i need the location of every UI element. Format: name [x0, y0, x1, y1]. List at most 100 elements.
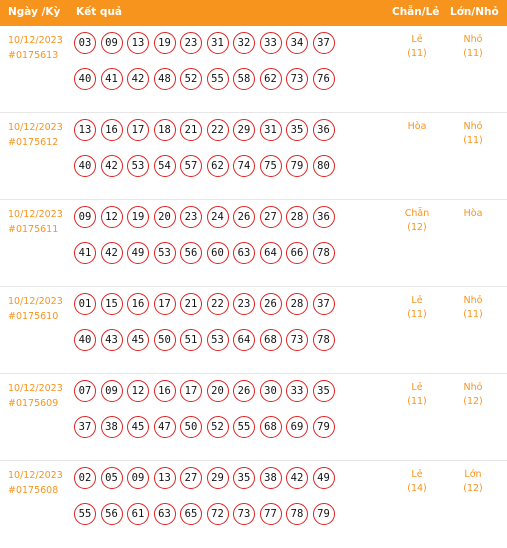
number-ball: 73: [233, 503, 255, 525]
number-ball: 54: [153, 155, 176, 177]
number-ball: 18: [153, 119, 176, 141]
number-ball: 43: [100, 329, 123, 351]
even-odd-label: Lẻ: [411, 34, 423, 45]
number-ball: 73: [286, 329, 308, 351]
number-ball: 52: [180, 68, 202, 90]
number-ball: 74: [233, 155, 255, 177]
draw-date: 10/12/2023: [8, 470, 63, 481]
number-ball: 42: [100, 242, 123, 264]
number-ball: 22: [206, 119, 229, 141]
number-ball: 16: [153, 380, 176, 402]
big-small-count: (12): [463, 483, 483, 494]
number-line: 07 09 12 16 17 20 26 30 33 35: [74, 380, 364, 402]
number-ball: 64: [259, 242, 282, 264]
even-odd-result: Lẻ (11): [392, 33, 442, 61]
number-ball: 28: [286, 206, 308, 228]
number-ball: 26: [259, 293, 282, 315]
table-row: 10/12/2023 #0175610 01 15 16 17 21 22 23 26 28 37 40…: [0, 287, 507, 374]
number-ball: 79: [312, 416, 335, 438]
draw-id: #0175609: [8, 398, 59, 409]
number-ball: 40: [74, 329, 96, 351]
even-odd-result: Lẻ (11): [392, 381, 442, 409]
number-ball: 45: [127, 329, 149, 351]
number-ball: 73: [286, 68, 308, 90]
draw-id: #0175613: [8, 50, 59, 61]
number-ball: 79: [286, 155, 308, 177]
big-small-result: Hòa: [448, 207, 498, 221]
even-odd-label: Lẻ: [411, 295, 423, 306]
big-small-count: (11): [463, 309, 483, 320]
number-ball: 53: [206, 329, 229, 351]
draw-info: 10/12/2023 #0175613: [8, 33, 63, 63]
number-ball: 23: [180, 206, 202, 228]
even-odd-count: (12): [407, 222, 427, 233]
number-ball: 41: [74, 242, 96, 264]
number-line: 01 15 16 17 21 22 23 26 28 37: [74, 293, 364, 315]
big-small-label: Nhỏ: [463, 295, 483, 306]
number-ball: 38: [259, 467, 282, 489]
number-ball: 55: [74, 503, 96, 525]
number-line: 40 41 42 48 52 55 58 62 73 76: [74, 68, 364, 90]
number-ball: 78: [312, 329, 335, 351]
number-ball: 37: [74, 416, 96, 438]
table-row: 10/12/2023 #0175611 09 12 19 20 23 24 26 27 28 36 41…: [0, 200, 507, 287]
number-ball: 13: [153, 467, 176, 489]
big-small-result: Lớn (12): [448, 468, 498, 496]
result-numbers: 09 12 19 20 23 24 26 27 28 36 41 42 49 53 56 60 63 64 66 78: [74, 206, 364, 278]
number-ball: 36: [312, 119, 335, 141]
number-ball: 24: [206, 206, 229, 228]
number-ball: 72: [206, 503, 229, 525]
draw-info: 10/12/2023 #0175609: [8, 381, 63, 411]
number-line: 02 05 09 13 27 29 35 38 42 49: [74, 467, 364, 489]
number-ball: 13: [74, 119, 96, 141]
number-ball: 37: [312, 293, 335, 315]
number-ball: 27: [180, 467, 202, 489]
number-ball: 20: [206, 380, 229, 402]
result-numbers: 13 16 17 18 21 22 29 31 35 36 40 42 53 54 57 62 74 75 79 80: [74, 119, 364, 191]
number-ball: 57: [180, 155, 202, 177]
draw-info: 10/12/2023 #0175611: [8, 207, 63, 237]
even-odd-label: Chẵn: [404, 208, 430, 219]
number-ball: 07: [74, 380, 96, 402]
number-ball: 45: [127, 416, 149, 438]
number-ball: 12: [127, 380, 149, 402]
result-numbers: 01 15 16 17 21 22 23 26 28 37 40 43 45 50 51 53 64 68 73 78: [74, 293, 364, 365]
big-small-label: Hòa: [463, 208, 483, 219]
number-ball: 56: [100, 503, 123, 525]
big-small-result: Nhỏ (11): [448, 33, 498, 61]
even-odd-label: Hòa: [407, 121, 427, 132]
number-ball: 69: [286, 416, 308, 438]
number-ball: 35: [233, 467, 255, 489]
number-ball: 33: [286, 380, 308, 402]
header-result: Kết quả: [76, 6, 123, 18]
table-row: 10/12/2023 #0175612 13 16 17 18 21 22 29 31 35 36 40…: [0, 113, 507, 200]
number-ball: 01: [74, 293, 96, 315]
even-odd-result: Chẵn (12): [392, 207, 442, 235]
number-ball: 78: [312, 242, 335, 264]
number-ball: 68: [259, 416, 282, 438]
draw-date: 10/12/2023: [8, 383, 63, 394]
number-line: 37 38 45 47 50 52 55 68 69 79: [74, 416, 364, 438]
number-ball: 48: [153, 68, 176, 90]
big-small-count: (11): [463, 135, 483, 146]
number-ball: 55: [233, 416, 255, 438]
number-line: 09 12 19 20 23 24 26 27 28 36: [74, 206, 364, 228]
result-numbers: 03 09 13 19 23 31 32 33 34 37 40 41 42 48 52 55 58 62 73 76: [74, 32, 364, 104]
even-odd-count: (11): [407, 48, 427, 59]
number-ball: 42: [100, 155, 123, 177]
big-small-label: Nhỏ: [463, 382, 483, 393]
draw-id: #0175610: [8, 311, 59, 322]
number-ball: 23: [233, 293, 255, 315]
number-ball: 09: [100, 32, 123, 54]
number-ball: 16: [100, 119, 123, 141]
result-numbers: 07 09 12 16 17 20 26 30 33 35 37 38 45 47 50 52 55 68 69 79: [74, 380, 364, 452]
number-ball: 55: [206, 68, 229, 90]
number-ball: 79: [312, 503, 335, 525]
header-date: Ngày /Kỳ: [8, 6, 61, 18]
number-line: 55 56 61 63 65 72 73 77 78 79: [74, 503, 364, 525]
number-ball: 60: [206, 242, 229, 264]
number-ball: 66: [286, 242, 308, 264]
number-ball: 52: [206, 416, 229, 438]
table-header: Ngày /Kỳ Kết quả Chẵn/Lẻ Lớn/Nhỏ: [0, 0, 507, 26]
number-ball: 19: [153, 32, 176, 54]
